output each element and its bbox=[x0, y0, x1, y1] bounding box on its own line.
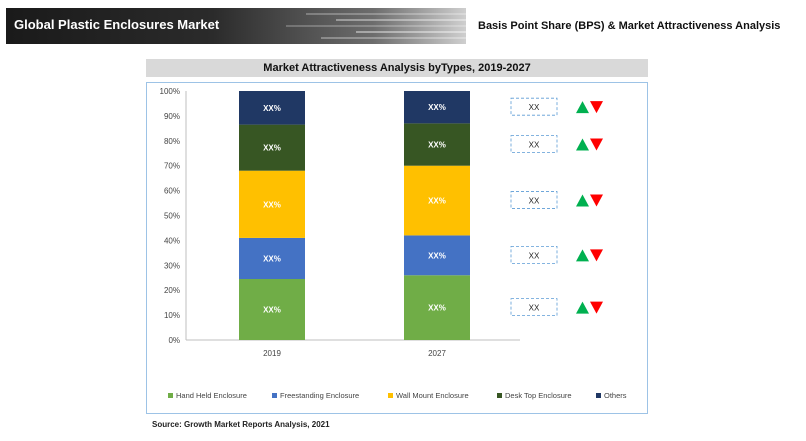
bar-segment bbox=[239, 170, 305, 238]
bar-segment bbox=[404, 91, 470, 124]
source-note: Source: Growth Market Reports Analysis, … bbox=[152, 420, 330, 429]
down-arrow-icon bbox=[590, 138, 603, 151]
legend-swatch bbox=[497, 393, 502, 398]
legend-label: Hand Held Enclosure bbox=[176, 391, 247, 400]
legend-label: Freestanding Enclosure bbox=[280, 391, 359, 400]
up-arrow-icon bbox=[576, 249, 589, 262]
down-arrow-icon bbox=[590, 194, 603, 207]
y-tick-label: 100% bbox=[160, 87, 180, 96]
bar-data-label: XX% bbox=[428, 197, 446, 206]
bps-box-label: XX bbox=[529, 141, 540, 150]
down-arrow-icon bbox=[590, 301, 603, 314]
up-arrow-icon bbox=[576, 138, 589, 151]
bps-box bbox=[510, 245, 558, 264]
x-tick-label: 2027 bbox=[428, 349, 446, 358]
decorative-streaks bbox=[286, 13, 466, 39]
y-tick-label: 10% bbox=[164, 311, 180, 320]
down-arrow-icon bbox=[590, 249, 603, 262]
chart-title: Market Attractiveness Analysis byTypes, … bbox=[146, 59, 648, 77]
bps-box-label: XX bbox=[529, 197, 540, 206]
page-subtitle: Basis Point Share (BPS) & Market Attract… bbox=[478, 20, 781, 32]
bps-box bbox=[510, 298, 558, 317]
y-tick-label: 90% bbox=[164, 112, 180, 121]
y-tick-label: 30% bbox=[164, 261, 180, 270]
y-tick-label: 50% bbox=[164, 212, 180, 221]
bar-data-label: XX% bbox=[428, 304, 446, 313]
up-arrow-icon bbox=[576, 101, 589, 114]
bps-box-label: XX bbox=[529, 103, 540, 112]
bps-box bbox=[510, 135, 558, 153]
bar-data-label: XX% bbox=[263, 144, 281, 153]
bar-data-label: XX% bbox=[428, 141, 446, 150]
y-tick-label: 20% bbox=[164, 286, 180, 295]
legend-swatch bbox=[168, 393, 173, 398]
y-tick-label: 40% bbox=[164, 236, 180, 245]
bar-segment bbox=[404, 165, 470, 236]
x-tick-label: 2019 bbox=[263, 349, 281, 358]
bar-segment bbox=[239, 237, 305, 279]
bps-box bbox=[510, 191, 558, 209]
legend-label: Others bbox=[604, 391, 627, 400]
bps-box-label: XX bbox=[529, 304, 540, 313]
bar-data-label: XX% bbox=[263, 305, 281, 314]
bar-segment bbox=[239, 91, 305, 125]
page-title: Global Plastic Enclosures Market bbox=[14, 17, 220, 32]
bar-data-label: XX% bbox=[428, 251, 446, 260]
down-arrow-icon bbox=[590, 101, 603, 114]
chart-frame bbox=[146, 82, 648, 414]
legend-swatch bbox=[388, 393, 393, 398]
bar-segment bbox=[404, 235, 470, 276]
bps-box bbox=[510, 97, 558, 116]
bar-data-label: XX% bbox=[263, 254, 281, 263]
bar-data-label: XX% bbox=[428, 103, 446, 112]
bar-segment bbox=[239, 124, 305, 171]
bar-data-label: XX% bbox=[263, 200, 281, 209]
legend-label: Wall Mount Enclosure bbox=[396, 391, 469, 400]
bar-segment bbox=[404, 123, 470, 166]
up-arrow-icon bbox=[576, 194, 589, 207]
legend-swatch bbox=[272, 393, 277, 398]
bar-segment bbox=[404, 275, 470, 340]
up-arrow-icon bbox=[576, 301, 589, 314]
legend-label: Desk Top Enclosure bbox=[505, 391, 572, 400]
y-tick-label: 70% bbox=[164, 162, 180, 171]
y-tick-label: 60% bbox=[164, 187, 180, 196]
y-tick-label: 80% bbox=[164, 137, 180, 146]
bar-data-label: XX% bbox=[263, 104, 281, 113]
bar-segment bbox=[239, 278, 305, 340]
bps-box-label: XX bbox=[529, 251, 540, 260]
y-tick-label: 0% bbox=[168, 336, 180, 345]
header-bar: Global Plastic Enclosures Market bbox=[6, 8, 466, 44]
legend-swatch bbox=[596, 393, 601, 398]
